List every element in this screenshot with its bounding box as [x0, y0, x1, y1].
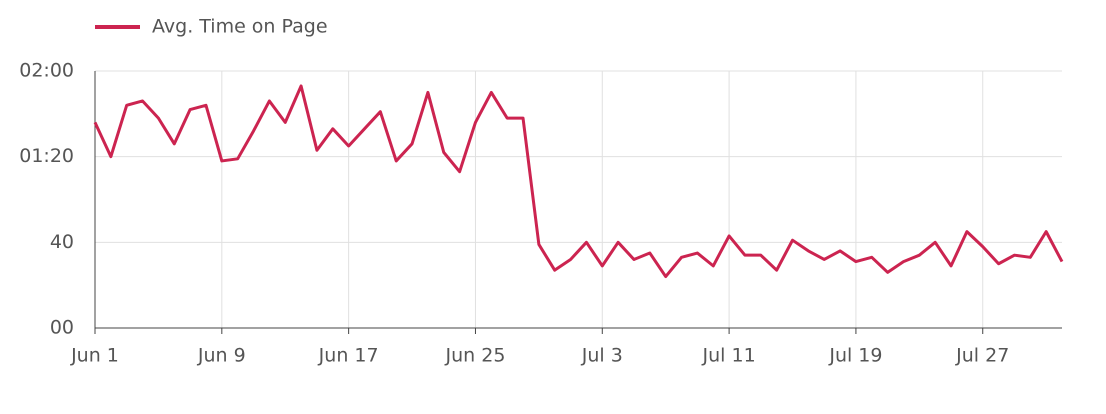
x-tick-label: Jul 27 [955, 345, 1009, 367]
x-tick-label: Jun 17 [318, 345, 379, 367]
x-tick-label: Jun 1 [70, 345, 119, 367]
x-tick-label: Jul 3 [581, 345, 623, 367]
x-tick-label: Jul 19 [828, 345, 882, 367]
y-tick-label: 01:20 [19, 145, 74, 167]
x-tick-label: Jun 9 [197, 345, 246, 367]
x-tick-label: Jun 25 [445, 345, 506, 367]
legend-label: Avg. Time on Page [152, 16, 328, 38]
y-tick-label: 40 [50, 231, 74, 253]
x-tick-label: Jul 11 [702, 345, 756, 367]
y-tick-label: 02:00 [19, 60, 74, 82]
y-tick-label: 00 [50, 317, 74, 339]
line [93, 84, 1064, 279]
